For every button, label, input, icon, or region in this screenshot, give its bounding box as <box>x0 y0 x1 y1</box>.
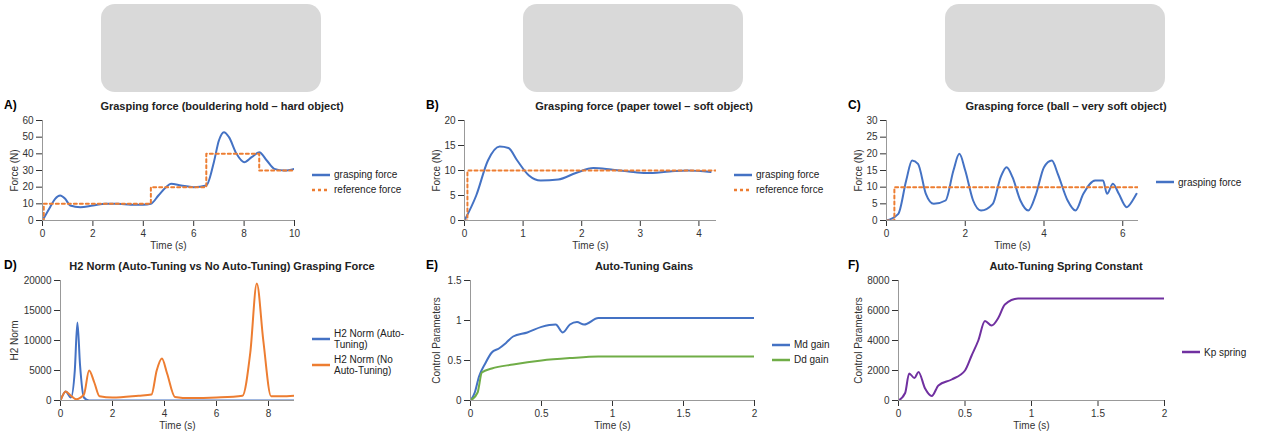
svg-text:4000: 4000 <box>867 335 890 346</box>
svg-text:0: 0 <box>46 395 52 406</box>
svg-text:1: 1 <box>610 408 616 419</box>
svg-text:0: 0 <box>58 408 64 419</box>
html-text:Grasping force (ball – very so: Grasping force (ball – very soft object) <box>965 100 1167 112</box>
svg-text:2: 2 <box>1162 408 1168 419</box>
svg-text:Force (N): Force (N) <box>853 149 864 191</box>
html-text:Md gain: Md gain <box>794 339 830 350</box>
html-text:H2 Norm (No Auto-Tuning): H2 Norm (No Auto-Tuning) <box>334 354 393 376</box>
html-text:grasping force: grasping force <box>334 169 398 180</box>
svg-text:1: 1 <box>456 315 462 326</box>
svg-text:10: 10 <box>22 198 34 209</box>
svg-text:Time (s): Time (s) <box>594 420 630 431</box>
svg-text:2: 2 <box>90 228 96 239</box>
svg-text:4: 4 <box>141 228 147 239</box>
svg-text:0: 0 <box>28 215 34 226</box>
svg-text:Control Parameters: Control Parameters <box>853 297 864 384</box>
html-text:C): C) <box>848 98 861 112</box>
svg-text:1: 1 <box>520 228 526 239</box>
svg-text:0: 0 <box>872 215 878 226</box>
svg-text:0: 0 <box>468 408 474 419</box>
svg-text:30: 30 <box>22 165 34 176</box>
html-text:grasping force: grasping force <box>756 169 820 180</box>
svg-text:5000: 5000 <box>29 365 52 376</box>
svg-text:0: 0 <box>896 408 902 419</box>
svg-text:40: 40 <box>22 148 34 159</box>
svg-text:4: 4 <box>1041 228 1047 239</box>
html-text:Grasping force (bouldering hol: Grasping force (bouldering hold – hard o… <box>100 100 344 112</box>
svg-text:Force (N): Force (N) <box>431 149 442 191</box>
html-text:B): B) <box>426 98 439 112</box>
svg-text:Time (s): Time (s) <box>159 420 195 431</box>
svg-text:Time (s): Time (s) <box>572 240 608 251</box>
svg-text:60: 60 <box>22 115 34 126</box>
svg-text:25: 25 <box>866 131 878 142</box>
svg-text:8: 8 <box>241 228 247 239</box>
svg-text:2: 2 <box>110 408 116 419</box>
html-text:Dd gain: Dd gain <box>794 354 829 365</box>
svg-text:50: 50 <box>22 131 34 142</box>
svg-text:0: 0 <box>884 228 890 239</box>
svg-text:10: 10 <box>444 165 456 176</box>
html-text:D): D) <box>4 258 17 272</box>
svg-text:4: 4 <box>162 408 168 419</box>
svg-text:0: 0 <box>450 215 456 226</box>
svg-text:Force (N): Force (N) <box>9 149 20 191</box>
svg-text:2: 2 <box>579 228 585 239</box>
svg-text:0: 0 <box>456 395 462 406</box>
svg-text:6: 6 <box>191 228 197 239</box>
svg-text:5: 5 <box>450 190 456 201</box>
svg-text:6: 6 <box>1120 228 1126 239</box>
svg-text:0: 0 <box>884 395 890 406</box>
svg-text:20: 20 <box>22 181 34 192</box>
svg-text:2000: 2000 <box>867 365 890 376</box>
html-text:A): A) <box>4 98 17 112</box>
svg-text:20: 20 <box>866 148 878 159</box>
html-text:H2 Norm (Auto-Tuning vs No Aut: H2 Norm (Auto-Tuning vs No Auto-Tuning) … <box>69 260 375 272</box>
svg-text:20000: 20000 <box>24 275 52 286</box>
html-text:Auto-Tuning Spring Constant: Auto-Tuning Spring Constant <box>989 260 1143 272</box>
svg-text:1.5: 1.5 <box>1091 408 1105 419</box>
html-text:Grasping force (paper towel –: Grasping force (paper towel – soft objec… <box>535 100 753 112</box>
svg-text:H2 Norm: H2 Norm <box>9 320 20 360</box>
svg-text:Time (s): Time (s) <box>1013 420 1049 431</box>
html-text:H2 Norm (Auto-Tuning): H2 Norm (Auto-Tuning) <box>334 328 404 350</box>
svg-text:20: 20 <box>444 115 456 126</box>
svg-text:15: 15 <box>866 165 878 176</box>
svg-text:6: 6 <box>214 408 220 419</box>
html-text:F): F) <box>848 258 860 272</box>
svg-text:5: 5 <box>872 198 878 209</box>
html-text:reference force: reference force <box>334 184 402 195</box>
svg-text:15: 15 <box>444 140 456 151</box>
svg-text:2: 2 <box>752 408 758 419</box>
svg-text:4: 4 <box>696 228 702 239</box>
html-text:E): E) <box>426 258 438 272</box>
svg-text:0.5: 0.5 <box>448 355 462 366</box>
html-text:reference force: reference force <box>756 184 824 195</box>
svg-text:0: 0 <box>462 228 468 239</box>
svg-text:Time (s): Time (s) <box>150 240 186 251</box>
svg-text:6000: 6000 <box>867 305 890 316</box>
html-text:Auto-Tuning Gains: Auto-Tuning Gains <box>594 260 694 272</box>
svg-text:10000: 10000 <box>24 335 52 346</box>
svg-text:3: 3 <box>638 228 644 239</box>
svg-text:0.5: 0.5 <box>958 408 972 419</box>
svg-text:8000: 8000 <box>867 275 890 286</box>
html-text:Kp spring: Kp spring <box>1204 346 1247 358</box>
html-text:grasping force: grasping force <box>1178 176 1242 188</box>
svg-text:8: 8 <box>266 408 272 419</box>
svg-text:10: 10 <box>289 228 301 239</box>
svg-text:1: 1 <box>1029 408 1035 419</box>
svg-text:0: 0 <box>40 228 46 239</box>
svg-text:10: 10 <box>866 181 878 192</box>
svg-text:1.5: 1.5 <box>677 408 691 419</box>
svg-text:15000: 15000 <box>24 305 52 316</box>
svg-text:Control Parameters: Control Parameters <box>431 297 442 384</box>
svg-text:0.5: 0.5 <box>535 408 549 419</box>
svg-text:2: 2 <box>962 228 968 239</box>
svg-text:Time (s): Time (s) <box>994 240 1030 251</box>
svg-text:1.5: 1.5 <box>448 275 462 286</box>
svg-text:30: 30 <box>866 115 878 126</box>
